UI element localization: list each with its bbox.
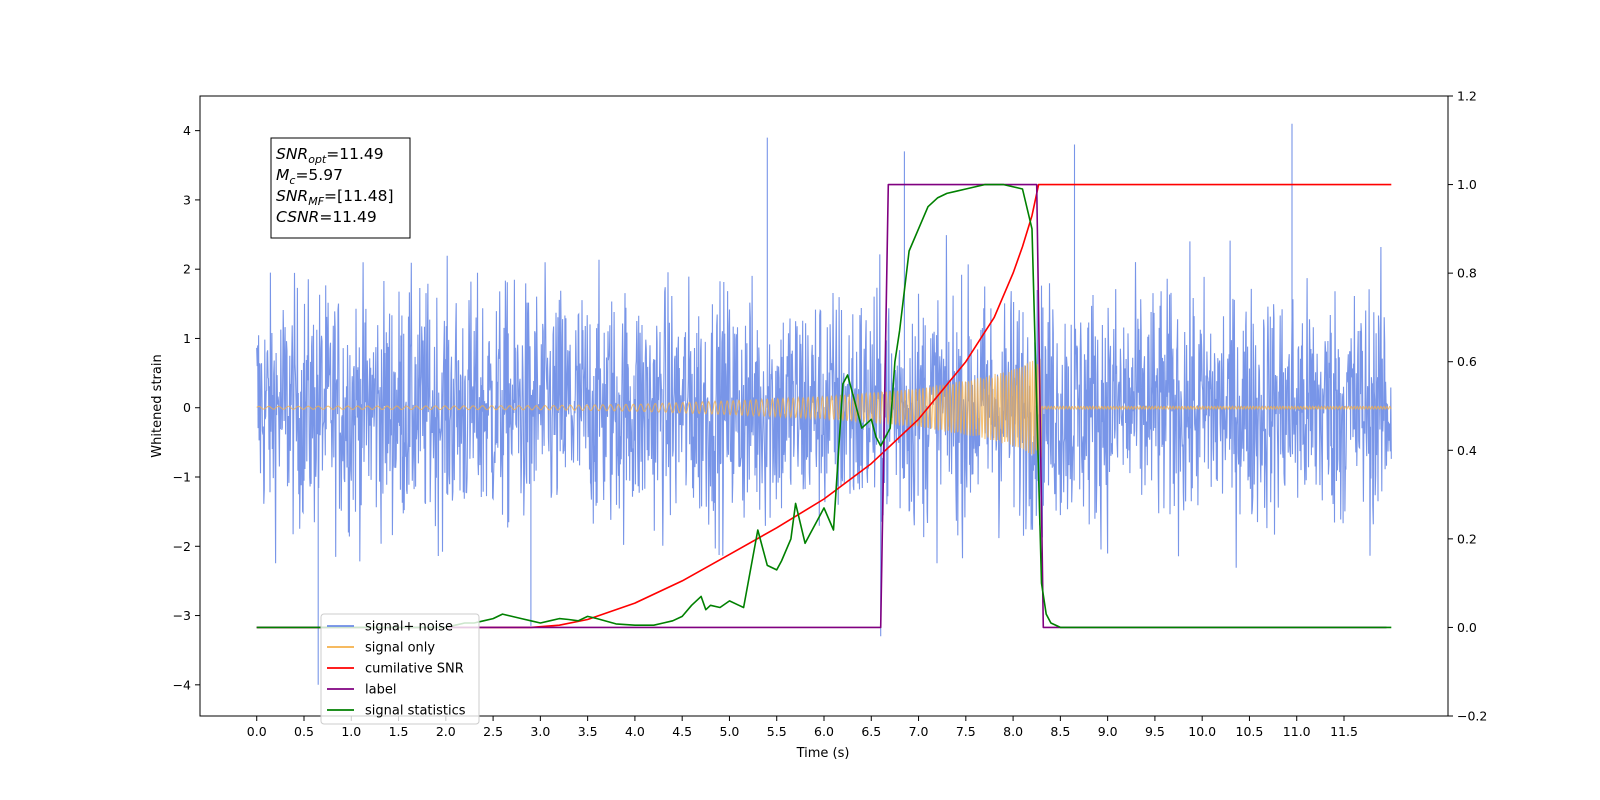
x-tick-label: 9.0 — [1098, 724, 1118, 739]
annotation-value: =11.49 — [319, 208, 376, 226]
x-tick-label: 7.5 — [956, 724, 976, 739]
x-tick-label: 1.5 — [389, 724, 409, 739]
y-tick-label-right: 0.0 — [1457, 620, 1477, 635]
y-tick-label-left: −4 — [173, 677, 191, 692]
x-tick-label: 10.5 — [1236, 724, 1264, 739]
y-tick-label-left: −3 — [173, 608, 191, 623]
annotation-line: Mc=5.97 — [276, 166, 343, 187]
x-tick-label: 0.5 — [294, 724, 314, 739]
x-tick-label: 0.0 — [247, 724, 267, 739]
annotation-line: SNRopt=11.49 — [276, 145, 384, 166]
x-tick-label: 6.5 — [861, 724, 881, 739]
y-axis-left: 4 3 2 1 0 −1 −2 −3 −4 — [173, 123, 200, 692]
y-tick-label-right: 0.4 — [1457, 443, 1477, 458]
annotation-value: =5.97 — [295, 166, 343, 184]
y-tick-label-left: 1 — [183, 331, 191, 346]
x-tick-label: 9.5 — [1145, 724, 1165, 739]
y-tick-label-right: 0.2 — [1457, 531, 1477, 546]
legend-label: cumilative SNR — [365, 662, 464, 677]
annotation-value: =[11.48] — [324, 187, 393, 205]
x-tick-label: 3.0 — [530, 724, 550, 739]
annotation-symbol: CSNR — [276, 208, 319, 226]
x-tick-label: 1.0 — [341, 724, 361, 739]
legend-label: signal statistics — [365, 704, 466, 719]
y-tick-label-left: −1 — [173, 470, 191, 485]
legend-label: signal+ noise — [365, 620, 453, 635]
annotation-line: SNRMF=[11.48] — [276, 187, 394, 208]
series-layer — [256, 123, 1392, 685]
y-tick-label-right: 0.8 — [1457, 266, 1477, 281]
annotation-value: =11.49 — [326, 145, 383, 163]
y-tick-label-right: 0.6 — [1457, 354, 1477, 369]
y-tick-label-right: 1.2 — [1457, 89, 1477, 104]
x-axis-label: Time (s) — [796, 746, 850, 761]
x-axis: 0.0 0.5 1.0 1.5 2.0 2.5 3.0 3.5 4.0 4.5 5.0 5.5 6.0 6… — [247, 716, 1358, 739]
x-tick-label: 11.5 — [1330, 724, 1358, 739]
x-tick-label: 8.5 — [1050, 724, 1070, 739]
legend-label: label — [365, 683, 396, 698]
x-tick-label: 2.5 — [483, 724, 503, 739]
y-tick-label-left: 3 — [183, 192, 191, 207]
legend: signal+ noise signal only cumilative SNR la… — [320, 613, 480, 725]
y-tick-label-left: −2 — [173, 539, 191, 554]
x-tick-label: 5.5 — [767, 724, 787, 739]
x-tick-label: 4.0 — [625, 724, 645, 739]
x-tick-label: 4.5 — [672, 724, 692, 739]
x-tick-label: 5.0 — [720, 724, 740, 739]
annotation-symbol: SNR — [276, 187, 308, 205]
x-tick-label: 3.5 — [578, 724, 598, 739]
legend-frame — [320, 613, 480, 725]
y-axis-right: 1.2 1.0 0.8 0.6 0.4 0.2 0.0 −0.2 — [1448, 89, 1487, 724]
annotation-box: SNRopt=11.49Mc=5.97SNRMF=[11.48]CSNR=11.… — [270, 137, 411, 239]
y-tick-label-right: 1.0 — [1457, 177, 1477, 192]
annotation-subscript: opt — [308, 153, 327, 166]
annotation-subscript: c — [289, 174, 295, 187]
x-tick-label: 7.0 — [909, 724, 929, 739]
y-tick-label-right: −0.2 — [1457, 709, 1487, 724]
x-tick-label: 11.0 — [1283, 724, 1311, 739]
x-tick-label: 10.0 — [1188, 724, 1216, 739]
y-axis-label: Whitened strain — [150, 354, 165, 457]
series-line-signal-statistics — [256, 183, 1392, 629]
y-tick-label-left: 0 — [183, 400, 191, 415]
series-line-signal-only — [256, 358, 1392, 458]
x-tick-label: 6.0 — [814, 724, 834, 739]
x-tick-label: 8.0 — [1003, 724, 1023, 739]
y-tick-label-left: 2 — [183, 262, 191, 277]
annotation-frame — [270, 137, 411, 239]
y-tick-label-left: 4 — [183, 123, 191, 138]
legend-label: signal only — [365, 641, 435, 656]
annotation-symbol: SNR — [276, 145, 308, 163]
annotation-line: CSNR=11.49 — [276, 208, 377, 226]
annotation-subscript: MF — [308, 195, 324, 208]
x-tick-label: 2.0 — [436, 724, 456, 739]
annotation-symbol: M — [276, 166, 289, 184]
